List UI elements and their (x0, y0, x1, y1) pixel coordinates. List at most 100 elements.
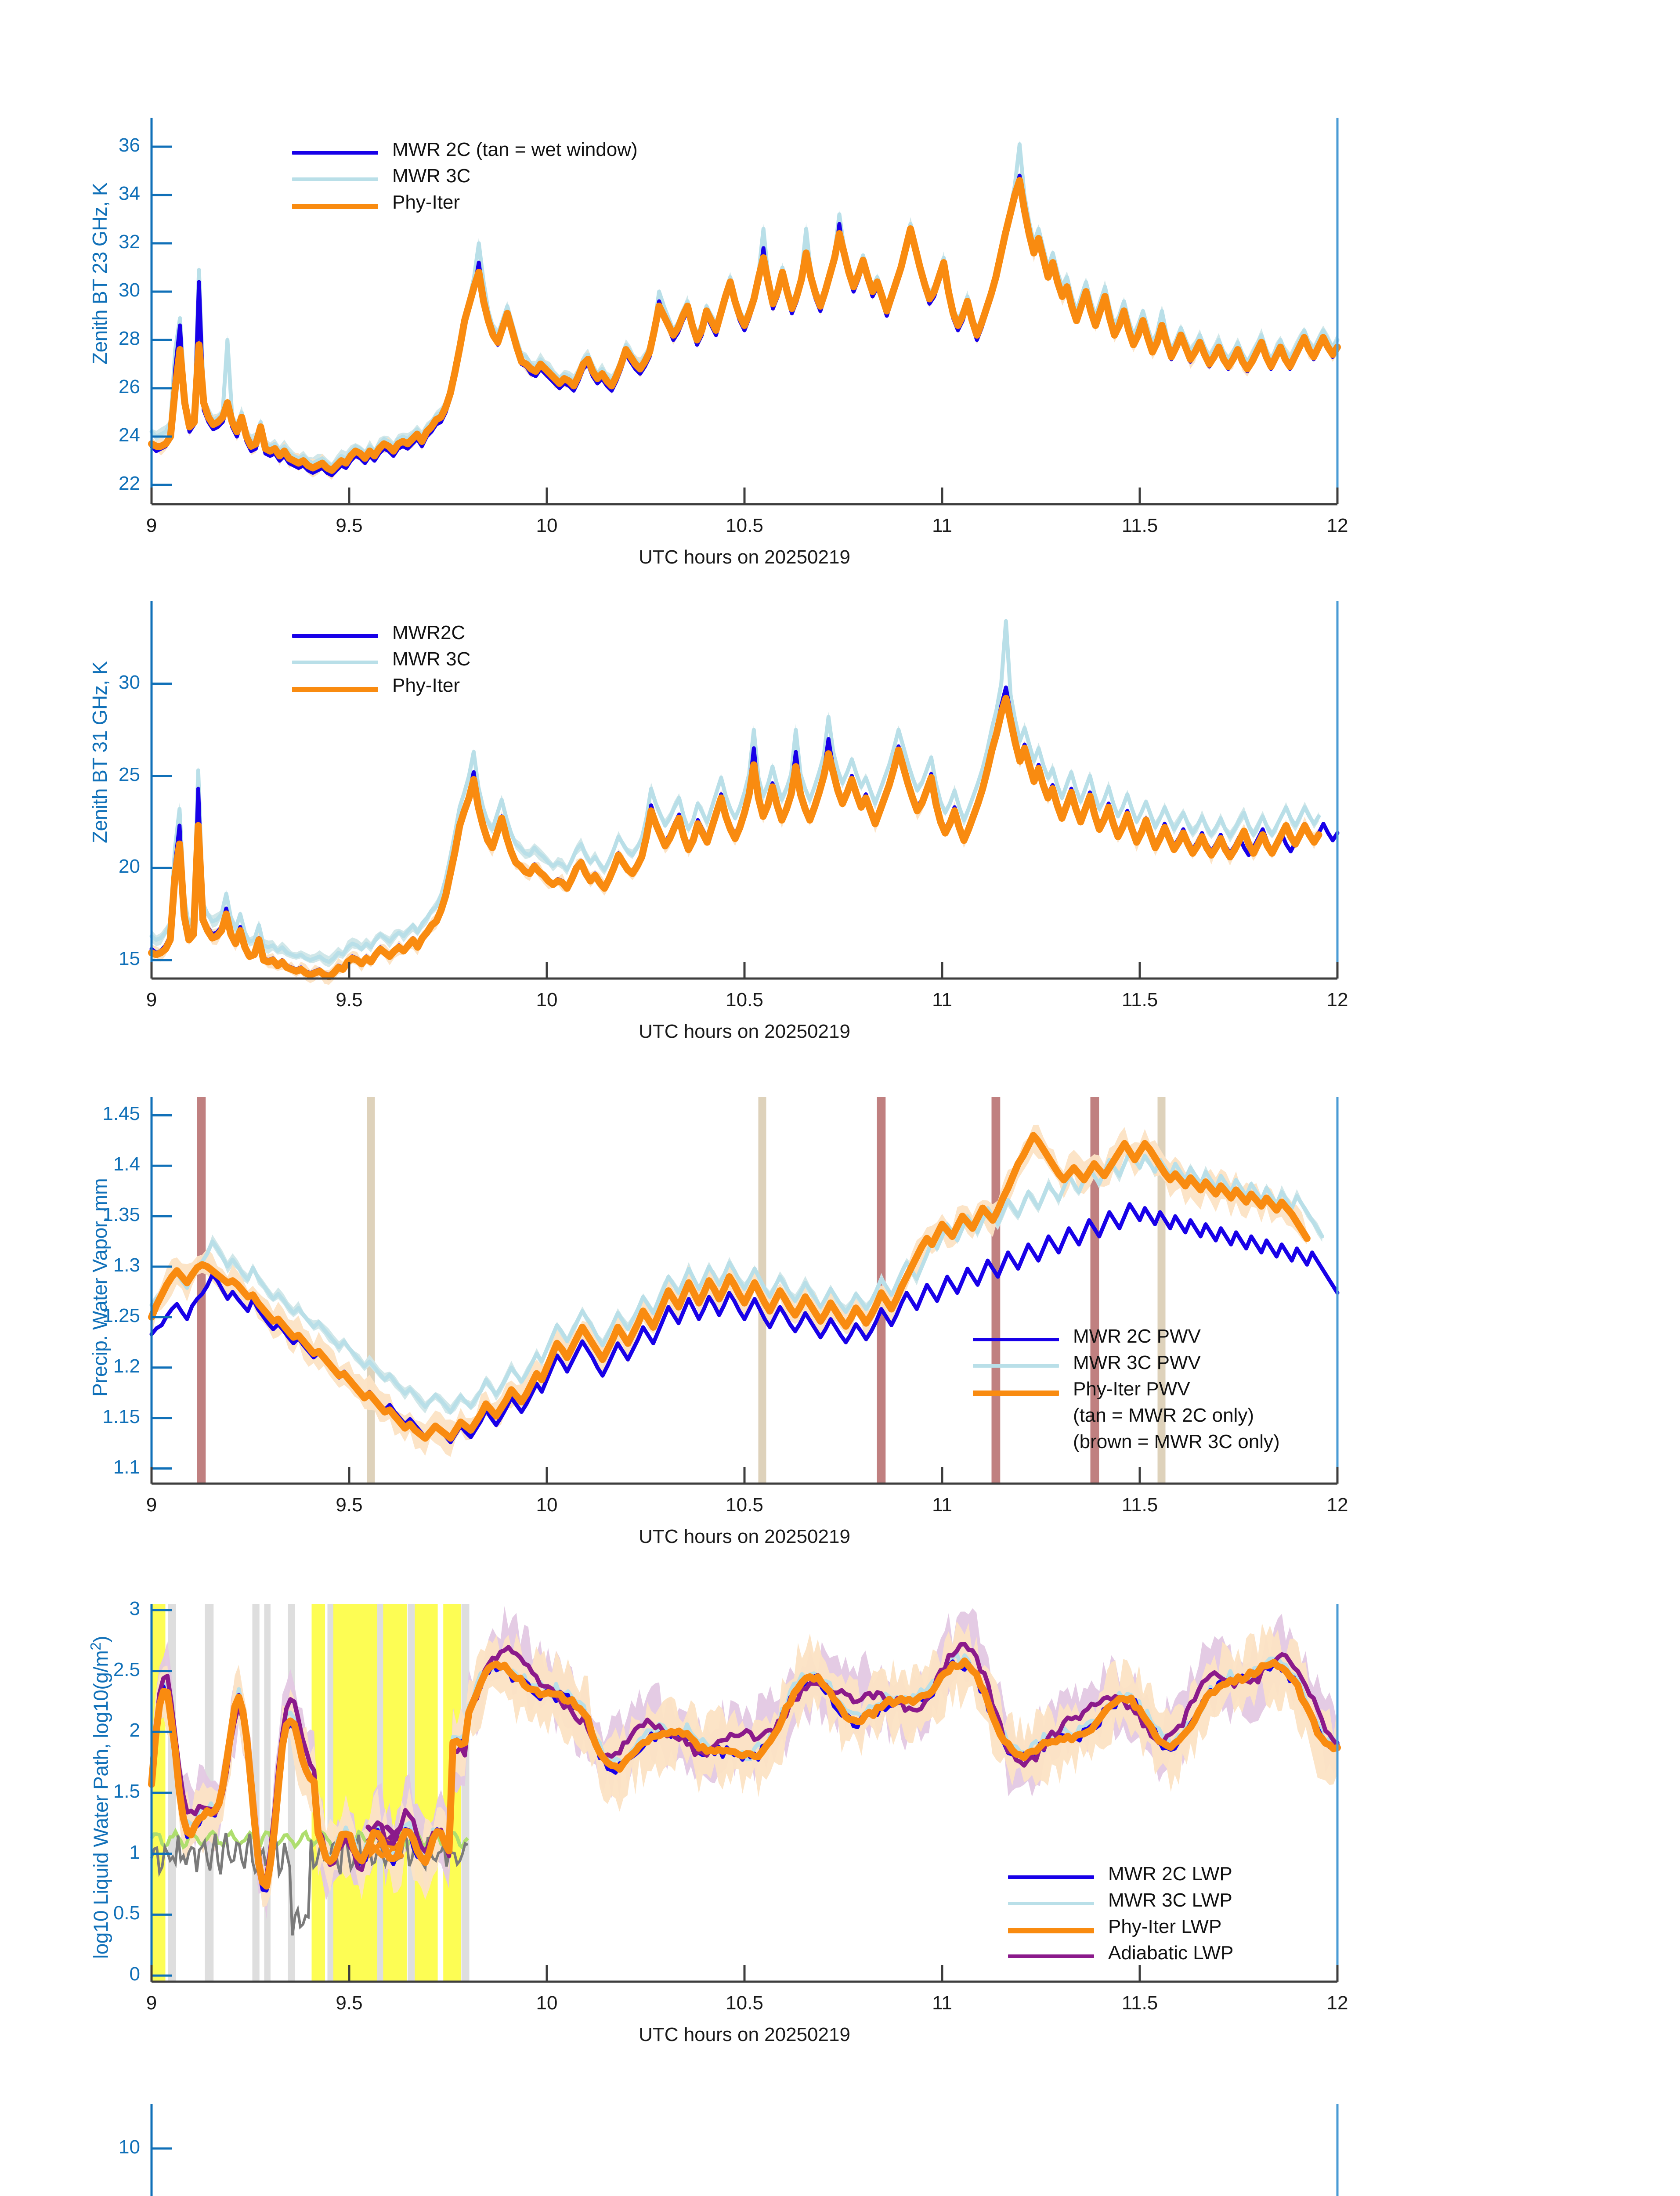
gray-reference-line (150, 1829, 469, 1936)
legend-swatch-line (292, 634, 378, 638)
uncertainty-band-mwr3c (152, 1145, 1322, 1415)
uncertainty-band-phyiter (152, 176, 1337, 480)
legend-label: Phy-Iter PWV (1073, 1378, 1190, 1400)
legend-swatch-line (292, 177, 378, 181)
legend-swatch-line (973, 1391, 1059, 1396)
x-tick-label: 9 (146, 1494, 157, 1516)
y-tick-label: 30 (119, 671, 140, 693)
y-axis-title: Zenith BT 31 GHz, K (88, 661, 111, 843)
data-marker-x (384, 1839, 404, 1859)
y-tick-label: 2 (129, 1719, 140, 1741)
vertical-band (333, 1604, 377, 1982)
vertical-band (205, 1604, 214, 1982)
y-tick-label: 1.25 (102, 1304, 140, 1326)
legend-swatch-line (973, 1364, 1059, 1368)
legend-label: Phy-Iter (392, 675, 460, 696)
y-tick-label: 15 (119, 948, 140, 970)
series-line-mwr-2c (149, 173, 1340, 477)
green-reference-line (150, 1828, 469, 1851)
legend-label: Adiabatic LWP (1108, 1942, 1234, 1964)
x-tick-label: 10.5 (726, 989, 763, 1011)
y-tick-label: 36 (119, 134, 140, 156)
vertical-band (408, 1604, 415, 1982)
x-tick-label: 11.5 (1121, 1494, 1158, 1516)
x-tick-label: 11 (932, 1992, 952, 2014)
x-tick-label: 9.5 (336, 1494, 363, 1516)
y-tick-label: 20 (119, 856, 140, 878)
x-tick-label: 12 (1326, 1992, 1348, 2014)
y-axis-title: Precip. Water Vapor, mm (88, 1178, 111, 1397)
series-line-mwr-3c (149, 619, 1321, 964)
y-tick-label: 1.15 (102, 1405, 140, 1427)
x-tick-label: 11.5 (1121, 989, 1158, 1011)
x-tick-label: 10 (536, 1992, 558, 2014)
y-tick-label: 1 (129, 1841, 140, 1863)
x-tick-label: 10 (536, 515, 558, 536)
x-tick-label: 9 (146, 989, 157, 1011)
vertical-band (877, 1097, 886, 1484)
vertical-band (152, 1604, 166, 1982)
series-line-phy-iter (148, 695, 1322, 980)
uncertainty-band-mwr3c (152, 140, 1337, 473)
data-marker-x (384, 1824, 404, 1844)
legend-swatch-line (292, 204, 378, 209)
y-tick-label: 0 (129, 1963, 140, 1985)
x-tick-label: 11.5 (1121, 1992, 1158, 2014)
legend-label: MWR 3C LWP (1108, 1889, 1232, 1911)
y-tick-label: 32 (119, 231, 140, 253)
x-tick-label: 12 (1326, 1494, 1348, 1516)
y-tick-label: 1.4 (113, 1153, 140, 1175)
x-axis-title: UTC hours on 20250219 (639, 1526, 850, 1547)
legend-label: MWR 3C PWV (1073, 1352, 1201, 1373)
vertical-band (288, 1604, 295, 1982)
x-tick-label: 9.5 (336, 989, 363, 1011)
legend-swatch-line (292, 687, 378, 692)
data-marker-x (365, 1824, 385, 1844)
x-tick-label: 9 (146, 1992, 157, 2014)
vertical-band (383, 1604, 407, 1982)
legend-label: MWR2C (392, 622, 466, 643)
x-tick-label: 10 (536, 1494, 558, 1516)
legend-label: MWR 3C (392, 648, 471, 670)
y-axis-title: Zenith BT 23 GHz, K (88, 182, 111, 365)
x-tick-label: 12 (1326, 989, 1348, 1011)
x-tick-label: 11.5 (1121, 515, 1158, 536)
y-tick-label: 1.45 (102, 1103, 140, 1125)
y-tick-label: 1.2 (113, 1355, 140, 1377)
vertical-band (264, 1604, 271, 1982)
y-tick-label: 0.5 (113, 1902, 140, 1924)
legend-note-label: (tan = MWR 2C only) (1073, 1405, 1254, 1426)
x-tick-label: 12 (1326, 515, 1348, 536)
x-tick-label: 10.5 (726, 1494, 763, 1516)
vertical-band (377, 1604, 383, 1982)
x-axis-title: UTC hours on 20250219 (639, 546, 850, 568)
y-tick-label: 24 (119, 424, 140, 446)
uncertainty-band-phyiter (152, 691, 1319, 985)
legend-swatch-line (973, 1338, 1059, 1341)
x-tick-label: 10.5 (726, 1992, 763, 2014)
legend-swatch-line (1008, 1902, 1094, 1905)
legend-label: Phy-Iter (392, 191, 460, 213)
y-tick-label: 25 (119, 763, 140, 785)
vertical-band (461, 1604, 470, 1982)
y-tick-label: 30 (119, 279, 140, 301)
legend-swatch-line (292, 151, 378, 155)
x-tick-label: 11 (932, 1494, 952, 1516)
series-line-adiabatic-lwp (149, 1642, 1340, 1880)
series-line-phy-iter (148, 177, 1341, 474)
x-axis-title: UTC hours on 20250219 (639, 1021, 850, 1042)
legend-note-label: (brown = MWR 3C only) (1073, 1431, 1280, 1452)
uncertainty-band-mwr3c (152, 618, 1319, 968)
x-tick-label: 10.5 (726, 515, 763, 536)
legend-label: MWR 2C PWV (1073, 1326, 1201, 1347)
y-axis-title: log10 Liquid Water Path, log10(g/m2) (88, 1636, 112, 1959)
vertical-band (327, 1604, 335, 1982)
legend-swatch-line (1008, 1875, 1094, 1879)
series-line-mwr-2c-lwp (149, 1659, 1340, 1893)
y-tick-label: 10 (119, 2136, 140, 2158)
